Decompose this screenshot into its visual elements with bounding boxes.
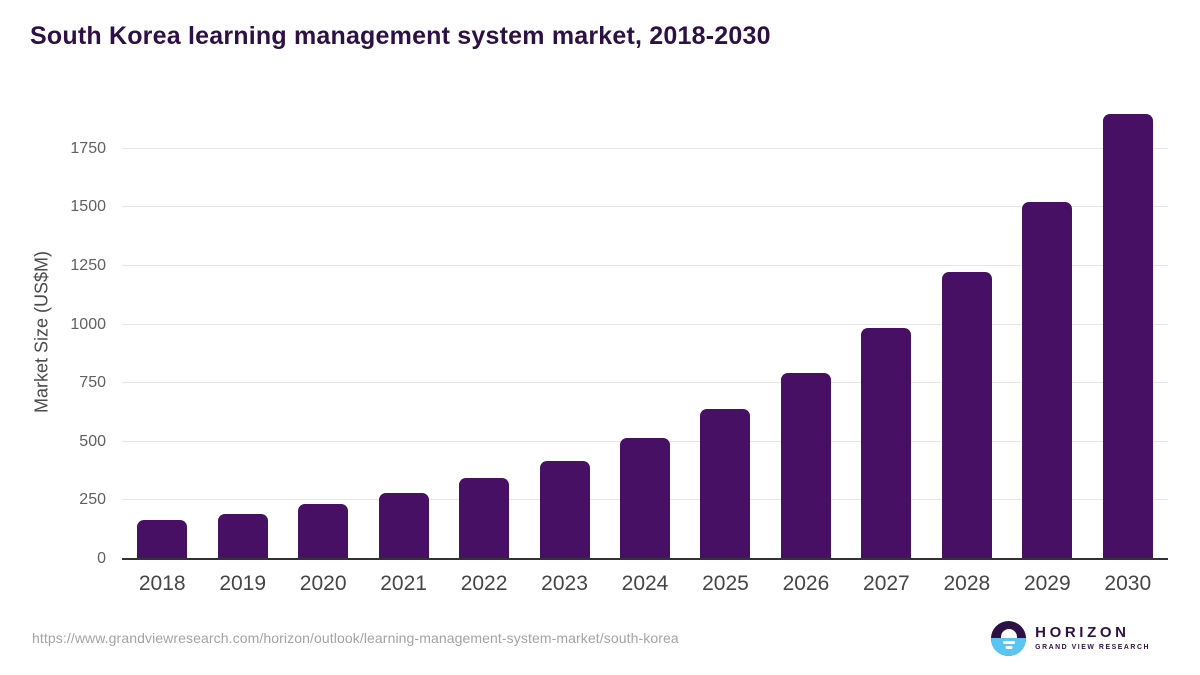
bar-2028	[941, 271, 992, 559]
y-tick-label: 0	[97, 550, 106, 567]
x-axis-ticks: 2018 2019 2020 2021 2022 2023 2024 2025 2026 2027…	[122, 561, 1168, 605]
y-axis-ticks: 0 250 500 750 1000 1250 1500 1750	[0, 105, 106, 567]
horizon-sun-water-icon	[991, 620, 1027, 656]
x-tick-label: 2029	[1023, 572, 1071, 595]
x-tick-label: 2018	[138, 572, 186, 595]
bar-2023	[539, 460, 590, 559]
bar-2029	[1022, 201, 1073, 559]
x-tick-label: 2024	[621, 572, 669, 595]
gridline	[122, 265, 1168, 267]
bar-2025	[700, 409, 751, 559]
horizon-logo: HORIZON GRAND VIEW RESEARCH	[991, 620, 1150, 656]
bar-2024	[620, 438, 670, 559]
plot-area	[122, 105, 1168, 560]
water-ripple-icon	[1002, 641, 1015, 644]
gridline	[122, 382, 1168, 384]
bar-2018	[137, 520, 188, 559]
bar-2021	[378, 493, 429, 559]
y-tick-label: 750	[79, 374, 106, 392]
x-tick-label: 2026	[782, 572, 830, 595]
x-tick-label: 2021	[380, 572, 427, 595]
x-axis-line	[122, 558, 1168, 560]
y-tick-label: 1000	[70, 315, 106, 333]
logo-brand: HORIZON	[1035, 624, 1130, 642]
bar-2019	[217, 514, 268, 559]
x-tick-label: 2027	[863, 572, 910, 595]
x-tick-label: 2028	[943, 572, 991, 595]
bar-2030	[1102, 113, 1153, 559]
x-tick-label: 2030	[1104, 572, 1152, 595]
y-tick-label: 250	[79, 491, 106, 509]
water-icon	[991, 638, 1027, 656]
y-tick-label: 1500	[70, 198, 106, 216]
logo-sub-brand: GRAND VIEW RESEARCH	[1035, 643, 1150, 651]
bar-2022	[459, 478, 510, 559]
gridline	[122, 323, 1168, 325]
gridline	[122, 206, 1168, 208]
footer: https://www.grandviewresearch.com/horizo…	[0, 611, 1200, 675]
x-tick-label: 2020	[299, 572, 347, 595]
bar-2026	[780, 372, 831, 559]
bar-2027	[861, 328, 912, 559]
x-tick-label: 2025	[702, 572, 749, 595]
x-tick-label: 2019	[219, 572, 267, 595]
y-tick-label: 500	[79, 432, 106, 450]
logo-text: HORIZON GRAND VIEW RESEARCH	[1035, 625, 1150, 651]
chart-title: South Korea learning management system m…	[30, 22, 771, 50]
y-tick-label: 1250	[70, 257, 106, 275]
bar-2020	[298, 503, 349, 559]
water-ripple-icon	[1005, 646, 1013, 649]
gridline	[122, 147, 1168, 149]
y-tick-label: 1750	[70, 139, 106, 157]
x-tick-label: 2022	[460, 572, 508, 595]
x-tick-label: 2023	[541, 572, 588, 595]
source-url: https://www.grandviewresearch.com/horizo…	[32, 630, 679, 646]
